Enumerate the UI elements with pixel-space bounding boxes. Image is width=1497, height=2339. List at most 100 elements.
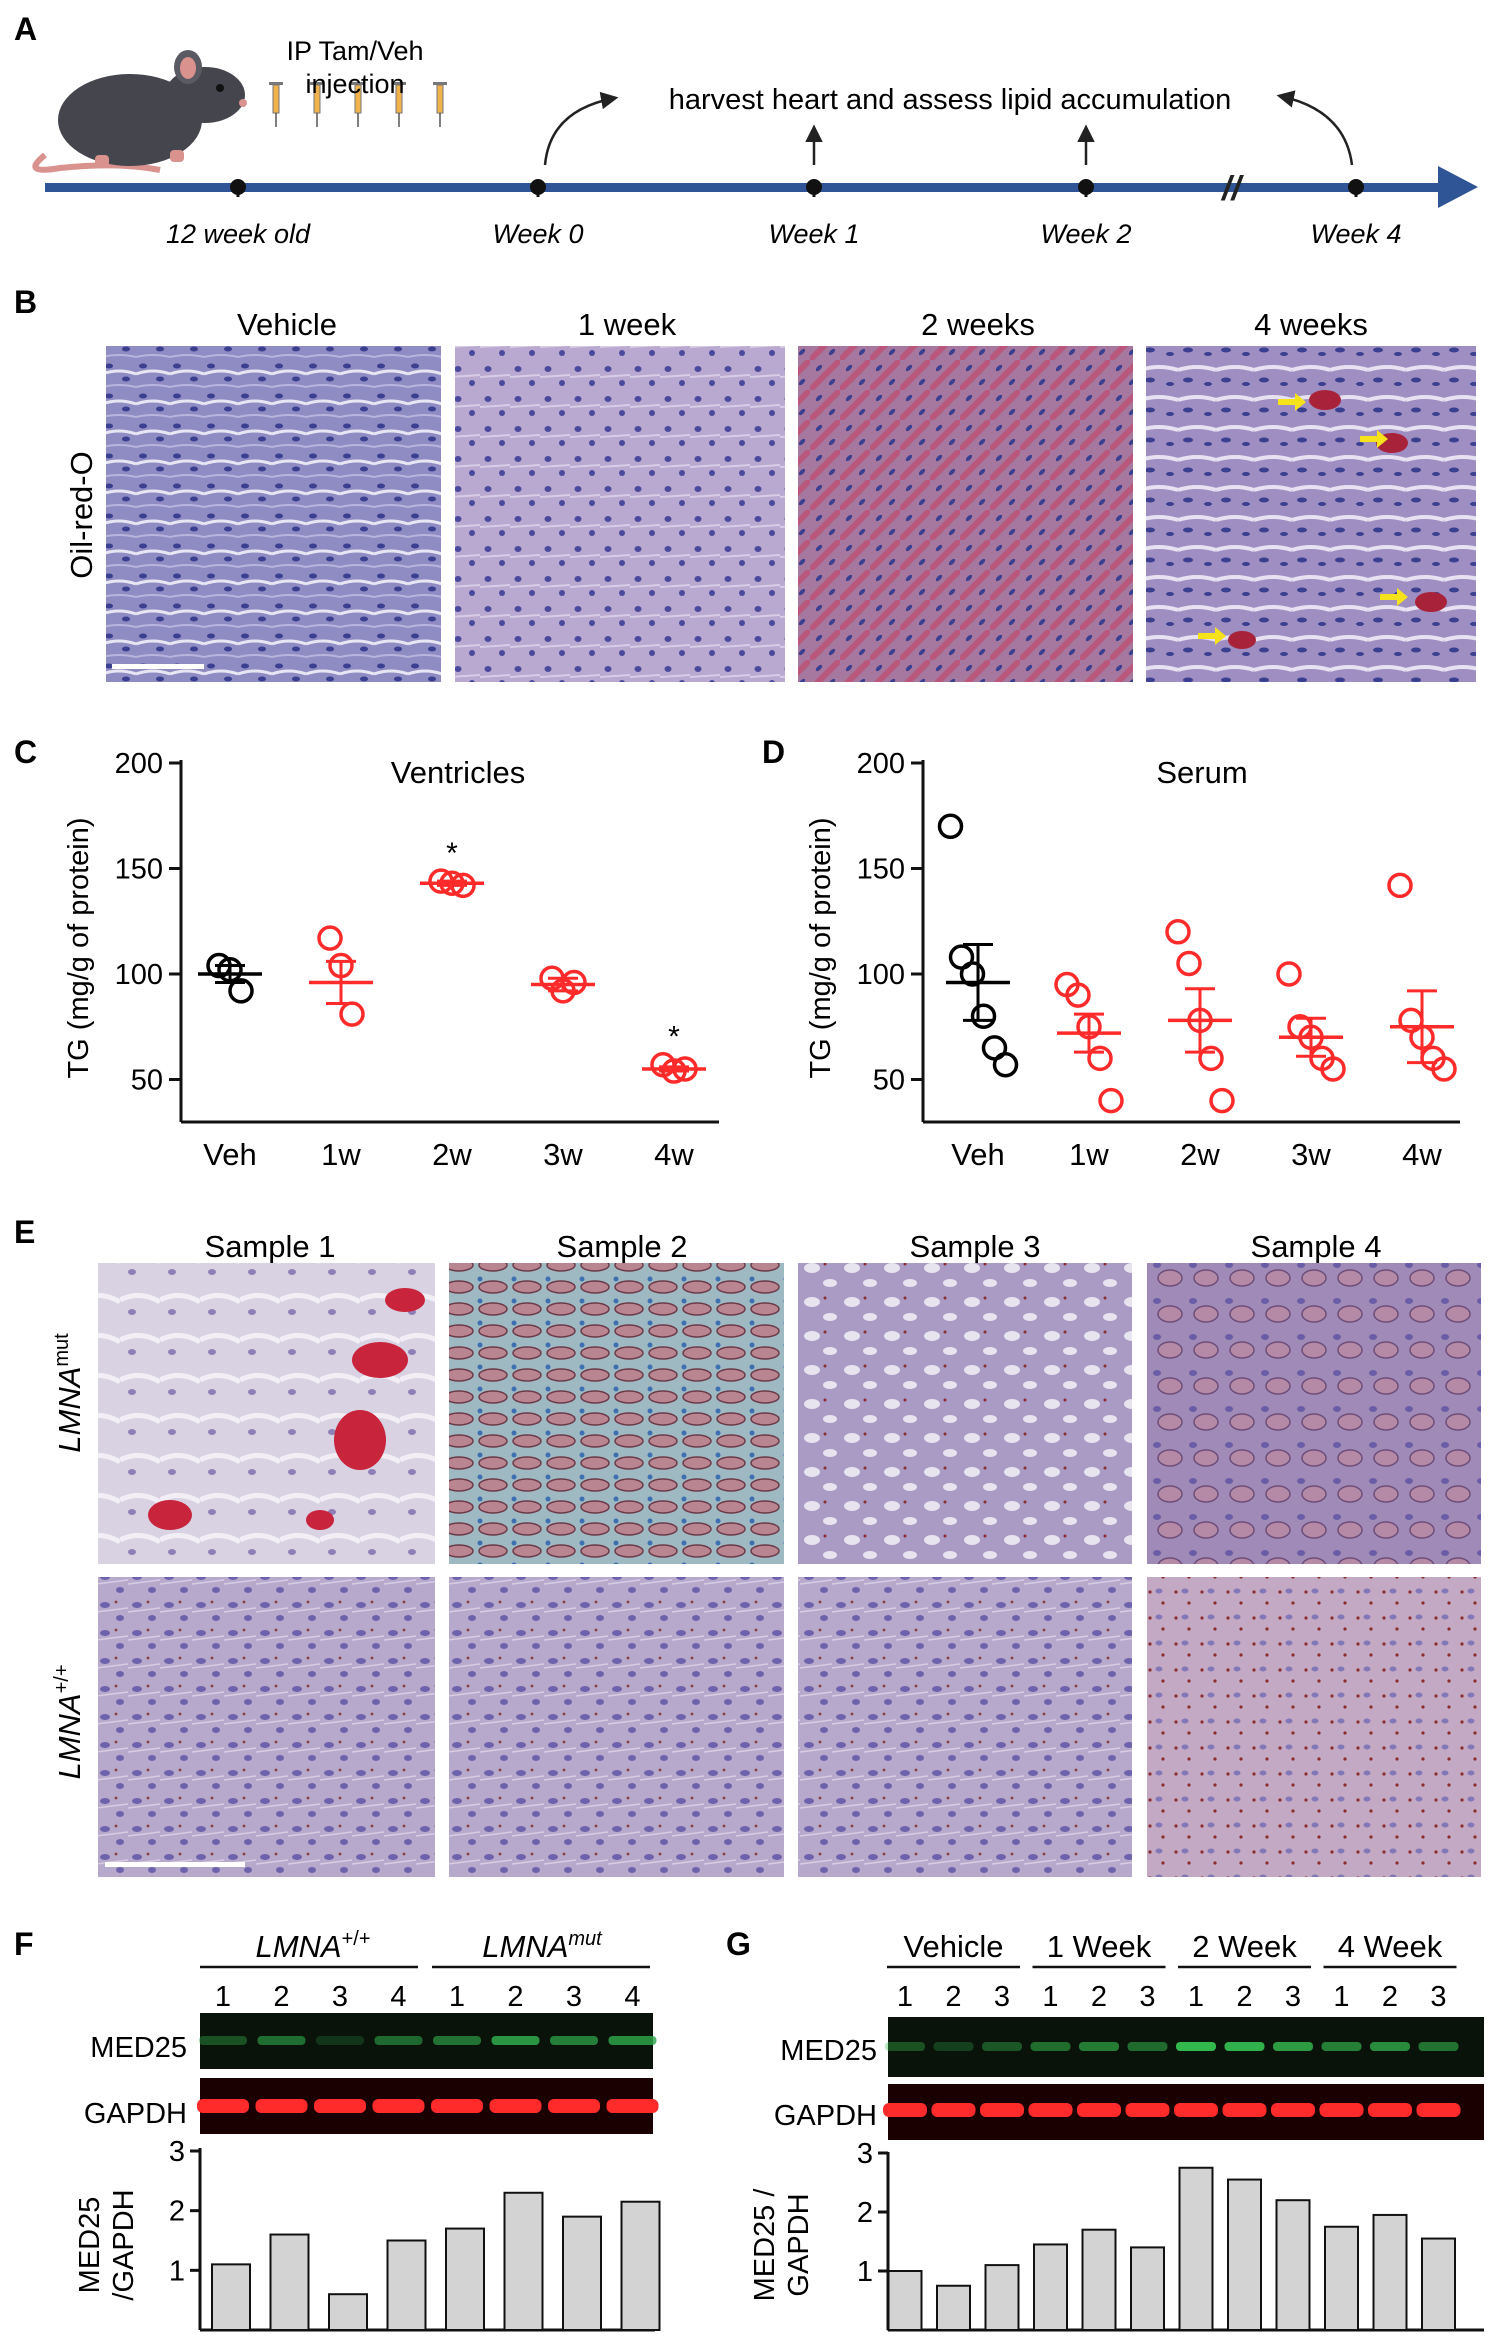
bar — [1178, 2166, 1214, 2331]
syringe-icon — [269, 82, 283, 127]
data-point — [1209, 1087, 1235, 1114]
lane-number: 4 — [624, 1981, 640, 2013]
med25-band — [1176, 2042, 1216, 2051]
med25-band — [1127, 2042, 1168, 2051]
gapdh-band — [1368, 2103, 1412, 2117]
row-label-base: LMNA — [52, 1693, 87, 1779]
blot-label-gapdh: GAPDH — [774, 2100, 877, 2132]
row-label-oil-red-o: Oil-red-O — [64, 451, 99, 578]
y-tick-label: 150 — [115, 854, 163, 886]
med25-band — [433, 2036, 481, 2045]
gapdh-band — [931, 2103, 976, 2117]
bar — [445, 2227, 485, 2331]
column-label-1-week: 1 week — [578, 307, 677, 342]
column-label-sample-4: Sample 4 — [1251, 1229, 1382, 1264]
bar — [1275, 2199, 1311, 2331]
y-tick-label: 200 — [115, 748, 163, 780]
bar — [1227, 2178, 1262, 2332]
group-label: 1 Week — [1047, 1929, 1152, 1964]
ventricles-chart: Ventricles TG (mg/g of protein) 50 100 150… — [63, 748, 719, 1172]
lipid-droplet — [1228, 631, 1256, 649]
micrograph-wt-sample-3 — [798, 1577, 1132, 1877]
micrograph-vehicle — [106, 346, 441, 682]
gapdh-band — [255, 2099, 308, 2113]
med25-band — [885, 2042, 925, 2051]
data-point — [937, 813, 964, 840]
row-label-lmna-mut: LMNAmut — [51, 1333, 87, 1453]
micrograph-wt-sample-4 — [1147, 1577, 1481, 1877]
med25-band — [257, 2036, 306, 2045]
data-point — [1276, 961, 1302, 987]
timeline-tick-week0 — [530, 179, 546, 197]
timeline-tick-week1 — [806, 179, 822, 197]
syringe-icon — [392, 82, 406, 127]
timeline-point-label: 12 week old — [166, 219, 311, 249]
lane-number: 4 — [390, 1981, 406, 2013]
x-tick-label: 2w — [1180, 1137, 1220, 1172]
lane-number: 2 — [1382, 1981, 1398, 2013]
row-label-sup: +/+ — [51, 1664, 73, 1693]
group-label-base: LMNA — [482, 1929, 568, 1964]
gapdh-band — [1125, 2103, 1170, 2117]
harvest-label: harvest heart and assess lipid accumulat… — [669, 84, 1232, 116]
bar — [1130, 2246, 1165, 2331]
data-point — [959, 961, 986, 987]
y-tick-label: 50 — [131, 1065, 163, 1097]
micrograph-mut-sample-3 — [798, 1263, 1132, 1564]
bar — [1324, 2225, 1359, 2331]
y-axis-label-line2: /GAPDH — [108, 2189, 140, 2300]
row-label-sup: mut — [51, 1333, 73, 1367]
bar — [211, 2263, 251, 2332]
y-tick-label: 100 — [115, 959, 163, 991]
x-tick-label: Veh — [203, 1137, 256, 1172]
lane-number: 3 — [994, 1981, 1010, 2013]
timeline-axis — [45, 183, 1455, 192]
y-axis-label: MED25 /GAPDH — [749, 2188, 815, 2302]
med25-band — [374, 2036, 423, 2045]
gapdh-band — [1416, 2103, 1461, 2117]
yellow-arrow-icon — [1198, 627, 1226, 645]
x-tick-label: 4w — [1402, 1137, 1442, 1172]
panel-letter-f: F — [14, 1926, 34, 1962]
bar — [1081, 2228, 1117, 2331]
harvest-arrow-right — [1276, 90, 1354, 166]
timeline-break-mark: // — [1220, 170, 1244, 208]
panel-letter-g: G — [726, 1926, 751, 1962]
group-label-lmna-mut: LMNAmut — [482, 1928, 603, 1964]
column-label-sample-2: Sample 2 — [557, 1229, 688, 1264]
row-label-lmna-wt: LMNA+/+ — [51, 1664, 87, 1779]
data-point — [1098, 1087, 1124, 1114]
bar — [503, 2191, 544, 2331]
bar — [936, 2284, 971, 2331]
gapdh-band — [197, 2099, 249, 2113]
y-axis-label: MED25/GAPDH — [74, 2189, 140, 2300]
med25-band — [608, 2036, 657, 2045]
data-point — [339, 1001, 365, 1027]
lane-number: 2 — [1091, 1981, 1107, 2013]
data-point — [1320, 1056, 1346, 1082]
syringe-icon — [310, 82, 324, 127]
lane-number: 2 — [1236, 1981, 1252, 2013]
med25-ratio-chart-f: MED25/GAPDH 1 2 3 — [74, 2136, 661, 2332]
data-point — [1165, 919, 1191, 945]
gapdh-band — [1028, 2103, 1073, 2117]
gapdh-band — [1077, 2103, 1121, 2117]
bar — [620, 2200, 661, 2331]
group-label: 2 Week — [1192, 1929, 1297, 1964]
y-tick-label: 2 — [169, 2196, 185, 2228]
med25-band — [1224, 2042, 1265, 2051]
lane-number: 1 — [1333, 1981, 1349, 2013]
micrograph-1-week — [455, 346, 785, 682]
panel-letter-d: D — [762, 734, 785, 770]
syringe-icon — [351, 82, 365, 127]
x-tick-label: 1w — [1069, 1137, 1109, 1172]
group-label-sup: mut — [568, 1928, 603, 1950]
lane-number: 1 — [215, 1981, 231, 2013]
column-label-sample-1: Sample 1 — [205, 1229, 336, 1264]
harvest-arrow-left — [543, 91, 619, 166]
bar — [328, 2293, 368, 2331]
scale-bar — [112, 664, 204, 669]
svg-text:LMNA+/+: LMNA+/+ — [51, 1664, 87, 1779]
data-point — [1198, 1045, 1224, 1072]
